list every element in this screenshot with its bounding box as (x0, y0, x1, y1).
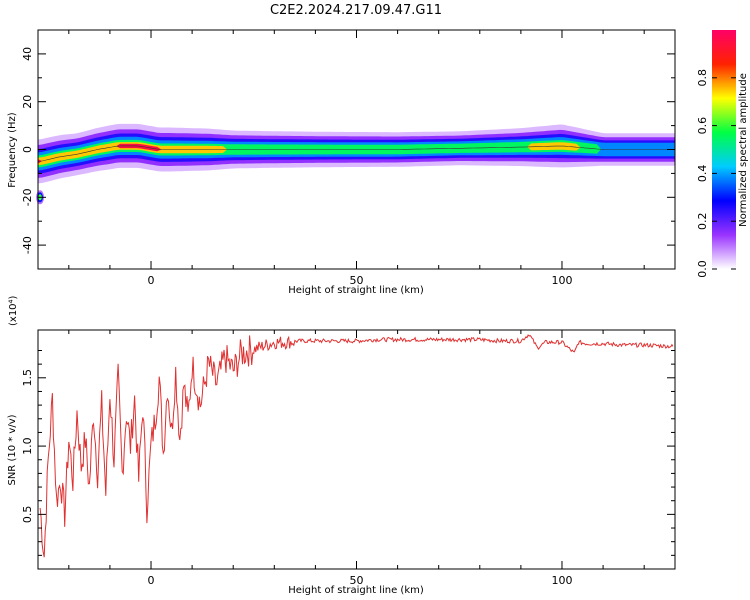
colorbar-tick-label: 0.4 (696, 165, 709, 183)
spectrogram-ridge-line (37, 145, 675, 162)
y-tick-label: 1.0 (21, 437, 34, 455)
y-tick-label: 20 (21, 95, 34, 109)
colorbar-label: Normalized spectral amplitude (738, 73, 749, 227)
spectrogram-panel: 0 50 100 -40 -20 0 20 40 Height of straight lin… (7, 29, 676, 296)
spectrogram-content (36, 123, 675, 205)
snr-ylabel: SNR (10 * v/v) (7, 414, 18, 485)
colorbar-tick-label: 0.0 (696, 260, 709, 278)
y-tick-label: 0 (21, 146, 34, 153)
colorbar: 0.0 0.2 0.4 0.6 0.8 Normalized spectral ampl… (696, 30, 749, 278)
colorbar-tick-label: 0.2 (696, 212, 709, 230)
y-tick-label: 0.5 (21, 506, 34, 524)
chart-title: C2E2.2024.217.09.47.G11 (270, 3, 442, 18)
spectrogram-ticks: 0 50 100 -40 -20 0 20 40 (21, 29, 675, 287)
x-tick-label: 0 (148, 274, 155, 287)
y-tick-label: 1.5 (21, 369, 34, 387)
y-tick-label: -40 (21, 236, 34, 254)
colorbar-tick-label: 0.8 (696, 69, 709, 87)
x-tick-label: 0 (148, 574, 155, 587)
colorbar-gradient (712, 30, 736, 269)
snr-content (39, 334, 674, 558)
snr-multiplier: (x10⁴) (8, 295, 19, 326)
snr-frame (38, 330, 675, 569)
x-tick-label: 50 (350, 274, 364, 287)
y-tick-label: 40 (21, 47, 34, 61)
x-tick-label: 50 (350, 574, 364, 587)
colorbar-tick-label: 0.6 (696, 117, 709, 135)
y-tick-label: -20 (21, 188, 34, 206)
snr-xlabel: Height of straight line (km) (288, 585, 424, 596)
x-tick-label: 100 (551, 574, 572, 587)
colorbar-ticks: 0.0 0.2 0.4 0.6 0.8 (696, 69, 736, 278)
snr-ticks: 0 50 100 0.5 1.0 1.5 (21, 330, 675, 587)
spectrogram-xlabel: Height of straight line (km) (288, 285, 424, 296)
x-tick-label: 100 (551, 274, 572, 287)
spectrogram-level-5 (38, 142, 675, 166)
snr-panel: 0 50 100 0.5 1.0 1.5 Height of straight line … (7, 295, 676, 596)
spectrogram-ylabel: Frequency (Hz) (7, 112, 18, 188)
snr-line (39, 334, 674, 558)
